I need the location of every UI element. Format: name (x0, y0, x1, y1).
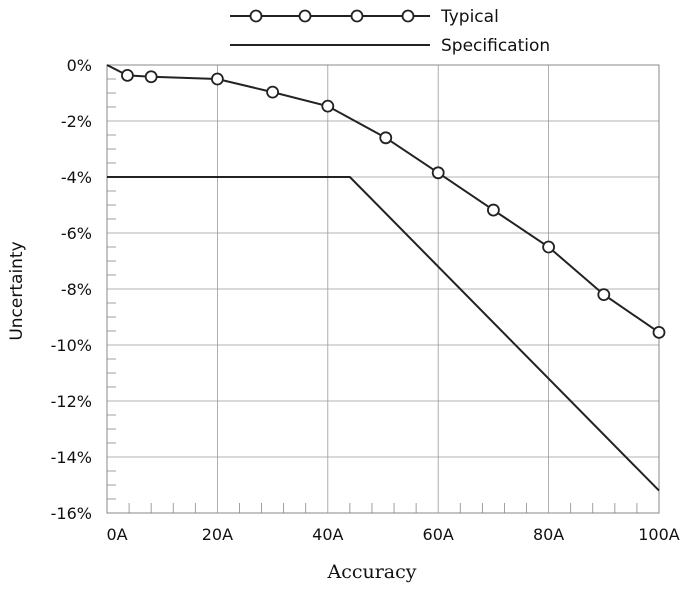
series-line-typical (106, 64, 660, 334)
y-tick-label: -4% (61, 168, 92, 187)
y-axis-label: Uncertainty (7, 241, 27, 340)
legend-marker (249, 9, 263, 23)
x-tick-label: 0A (106, 525, 127, 544)
data-point (321, 99, 335, 113)
minor-ticks (107, 78, 638, 513)
y-tick-labels: 0% -2% -4% -6% -8% -10% -12% -14% -16% (51, 56, 92, 523)
data-point (486, 203, 500, 217)
legend-marker (350, 9, 364, 23)
x-tick-label: 80A (533, 525, 564, 544)
series-layer (106, 64, 666, 492)
legend-item-typical: Typical (230, 7, 499, 27)
series-typical (106, 64, 666, 339)
data-point (597, 288, 611, 302)
y-tick-label: -12% (51, 392, 92, 411)
data-point (542, 240, 555, 254)
data-point (652, 325, 666, 339)
y-tick-label: -6% (61, 224, 92, 243)
x-tick-label: 100A (638, 525, 680, 544)
x-tick-label: 20A (202, 525, 233, 544)
y-tick-label: -10% (51, 336, 92, 355)
y-tick-label: -14% (51, 448, 92, 467)
legend-item-specification: Specification (230, 36, 550, 56)
y-tick-label: -2% (61, 112, 92, 131)
data-point (266, 85, 280, 99)
data-point (121, 68, 134, 82)
y-tick-label: -8% (61, 280, 92, 299)
plot-frame (106, 64, 660, 514)
data-point (144, 70, 158, 84)
series-specification (107, 176, 660, 492)
legend-label: Typical (440, 7, 499, 27)
legend-label: Specification (441, 36, 550, 56)
legend-marker (298, 9, 312, 23)
data-point (379, 131, 393, 145)
x-tick-label: 40A (312, 525, 343, 544)
x-tick-label: 60A (423, 525, 454, 544)
x-axis-label: Accuracy (326, 561, 416, 583)
data-point (210, 72, 224, 86)
legend: Typical Specification (230, 7, 550, 56)
series-line-specification (107, 176, 660, 492)
x-tick-labels: 0A 20A 40A 60A 80A 100A (106, 525, 679, 544)
y-tick-label: 0% (67, 56, 92, 75)
data-point (431, 166, 445, 180)
y-tick-label: -16% (51, 504, 92, 523)
legend-marker (401, 9, 415, 23)
